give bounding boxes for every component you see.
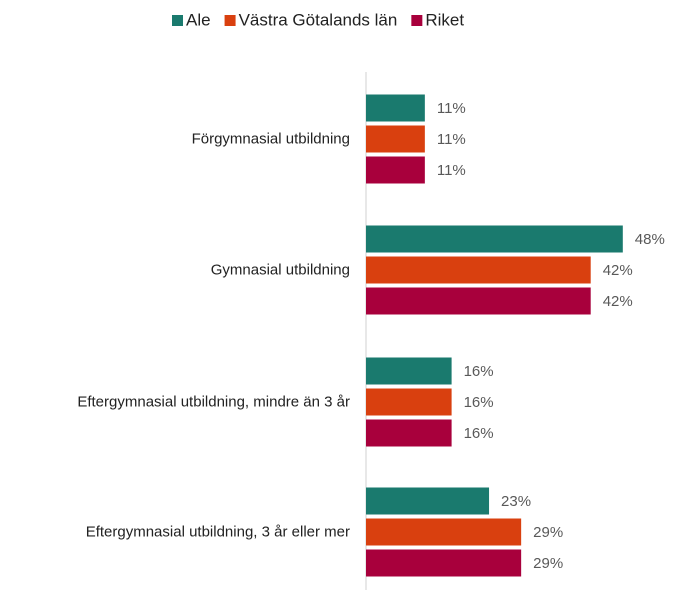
bar <box>366 419 452 447</box>
bar <box>366 94 425 122</box>
data-label: 42% <box>603 262 633 279</box>
bar <box>366 156 425 184</box>
legend-swatch <box>224 15 236 26</box>
legend-swatch <box>172 15 183 26</box>
data-label: 29% <box>533 555 563 572</box>
bar <box>366 388 452 416</box>
data-label: 16% <box>464 425 494 442</box>
category-label: Eftergymnasial utbildning, 3 år eller me… <box>85 523 350 541</box>
category-label: Gymnasial utbildning <box>210 261 350 279</box>
bar <box>366 549 522 577</box>
legend-label: Västra Götalands län <box>239 10 398 29</box>
legend-swatch <box>411 15 423 26</box>
data-label: 16% <box>464 394 494 411</box>
bar <box>366 518 522 546</box>
bar <box>366 125 425 153</box>
bar <box>366 225 623 253</box>
data-label: 23% <box>501 493 531 510</box>
data-label: 29% <box>533 524 563 541</box>
category-label: Förgymnasial utbildning <box>191 130 350 148</box>
bar <box>366 487 490 515</box>
data-label: 48% <box>635 231 665 248</box>
data-label: 11% <box>437 131 466 148</box>
data-label: 11% <box>437 100 466 117</box>
bar <box>366 287 591 315</box>
category-label: Eftergymnasial utbildning, mindre än 3 å… <box>77 393 350 411</box>
data-label: 16% <box>464 363 494 380</box>
data-label: 42% <box>603 293 633 310</box>
legend-label: Ale <box>186 10 211 29</box>
data-label: 11% <box>437 162 466 179</box>
bar <box>366 256 591 284</box>
bar <box>366 357 452 385</box>
legend-label: Riket <box>425 10 464 29</box>
